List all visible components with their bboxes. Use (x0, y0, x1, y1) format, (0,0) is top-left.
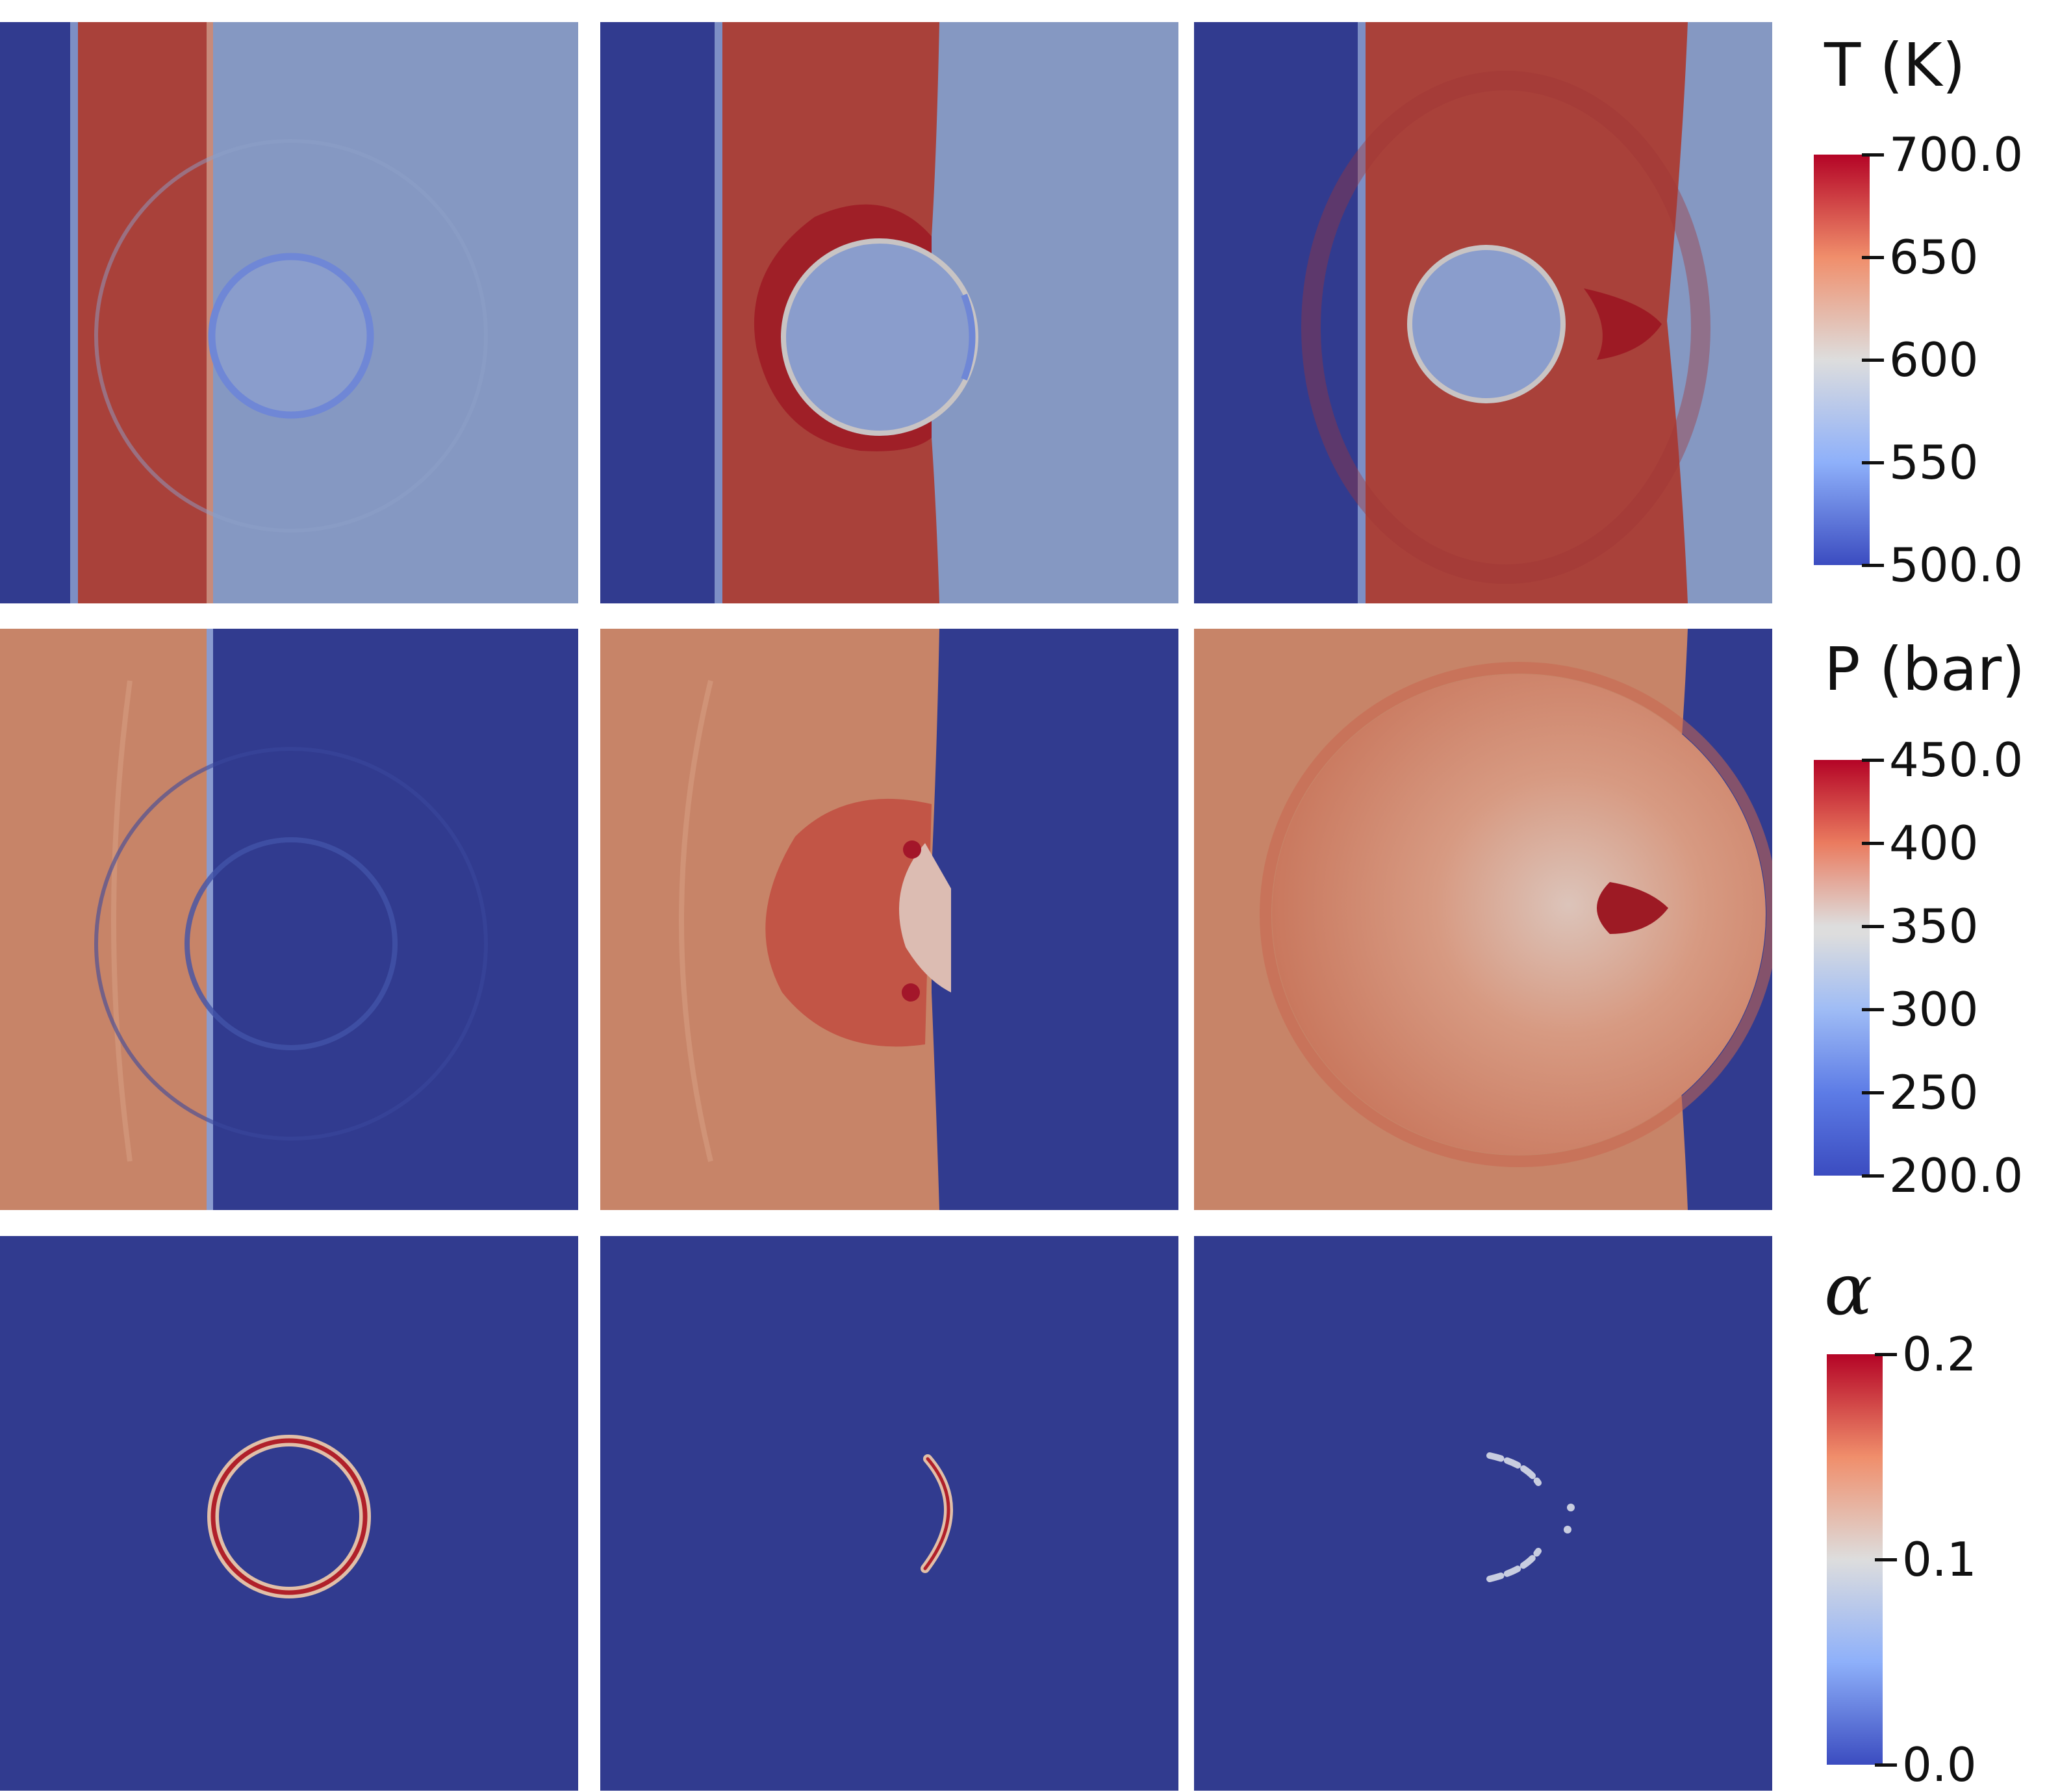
pressure-panel-2 (600, 629, 1178, 1210)
temperature-panel-2 (600, 22, 1178, 603)
void-fraction-colorbar-tick-label: 0.0 (1902, 1737, 1977, 1792)
temperature-colorbar-tick-label: 600 (1889, 333, 1979, 387)
void-fraction-colorbar-tick-label: 0.2 (1902, 1327, 1977, 1382)
pressure-colorbar-tick-label: 300 (1889, 982, 1979, 1037)
temperature-colorbar-title: T (K) (1824, 31, 1966, 100)
pressure-colorbar-tick-label: 400 (1889, 816, 1979, 870)
pressure-colorbar-tick-label: 450.0 (1889, 733, 2024, 787)
void-fraction-colorbar (1827, 1354, 1883, 1765)
temperature-colorbar-tick (1862, 153, 1884, 157)
temperature-colorbar-tick-label: 700.0 (1889, 127, 2024, 182)
void-fraction-colorbar-title: α (1824, 1248, 1873, 1331)
pressure-colorbar-tick (1862, 1174, 1884, 1178)
void-fraction-panel-1 (0, 1236, 578, 1791)
temperature-colorbar-tick-label: 650 (1889, 230, 1979, 284)
temperature-colorbar (1814, 155, 1870, 565)
pressure-colorbar-tick (1862, 1008, 1884, 1011)
void-fraction-colorbar-tick (1875, 1353, 1897, 1356)
void-fraction-colorbar-tick-label: 0.1 (1902, 1532, 1977, 1587)
temperature-colorbar-tick-label: 500.0 (1889, 538, 2024, 592)
void-fraction-colorbar-tick (1875, 1763, 1897, 1767)
pressure-colorbar-tick (1862, 842, 1884, 845)
pressure-colorbar-tick (1862, 925, 1884, 928)
temperature-panel-1 (0, 22, 578, 603)
pressure-colorbar-title: P (bar) (1824, 635, 2026, 704)
temperature-colorbar-tick (1862, 564, 1884, 567)
void-fraction-panel-2 (600, 1236, 1178, 1791)
pressure-colorbar-tick-label: 350 (1889, 899, 1979, 953)
pressure-colorbar-tick (1862, 1091, 1884, 1094)
pressure-colorbar-tick-label: 200.0 (1889, 1148, 2024, 1203)
pressure-colorbar-tick (1862, 759, 1884, 762)
pressure-panel-1 (0, 629, 578, 1210)
pressure-colorbar-tick-label: 250 (1889, 1065, 1979, 1120)
void-fraction-colorbar-tick (1875, 1558, 1897, 1561)
temperature-colorbar-tick-label: 550 (1889, 435, 1979, 490)
void-fraction-panel-3 (1194, 1236, 1772, 1791)
temperature-colorbar-tick (1862, 359, 1884, 362)
temperature-colorbar-tick (1862, 461, 1884, 464)
pressure-panel-3 (1194, 629, 1772, 1210)
temperature-panel-3 (1194, 22, 1772, 603)
pressure-colorbar (1814, 760, 1870, 1176)
temperature-colorbar-tick (1862, 256, 1884, 259)
